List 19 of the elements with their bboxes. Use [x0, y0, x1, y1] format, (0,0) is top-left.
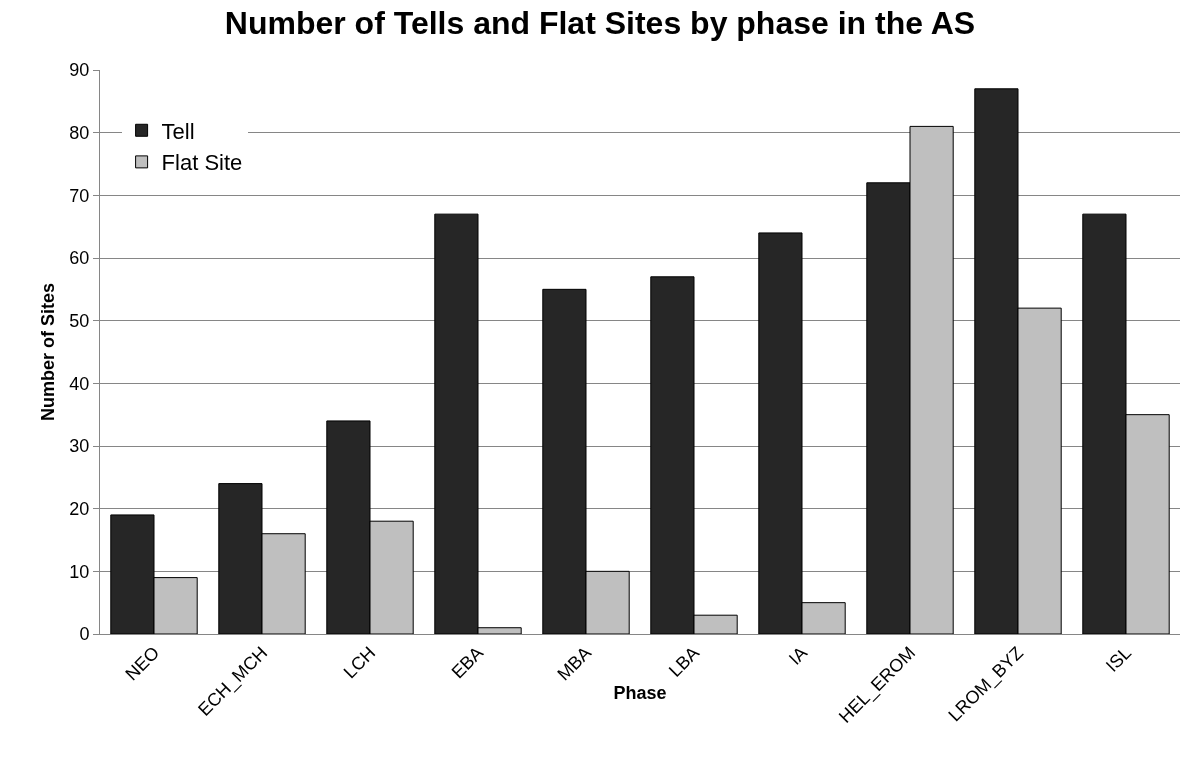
y-tick-label: 10 — [69, 561, 90, 582]
x-tick-label: IA — [785, 642, 812, 669]
y-tick-label: 90 — [69, 60, 90, 81]
legend-label: Flat Site — [161, 150, 243, 176]
chart-title: Number of Tells and Flat Sites by phase in the AS — [224, 4, 976, 41]
y-tick-label: 40 — [69, 373, 90, 394]
x-tick-label: ISL — [1101, 642, 1136, 676]
y-tick-label: 70 — [69, 185, 90, 206]
y-tick-label: 80 — [69, 122, 90, 143]
x-axis-title: Phase — [613, 682, 667, 703]
y-axis-title: Number of Sites — [38, 282, 58, 422]
y-tick-label: 50 — [69, 310, 90, 331]
x-tick-label: EBA — [447, 642, 488, 683]
y-tick-label: 0 — [79, 624, 90, 645]
x-tick-label: LBA — [664, 642, 704, 681]
y-tick-label: 20 — [69, 498, 90, 519]
y-tick-label: 30 — [69, 436, 90, 457]
y-tick-label: 60 — [69, 248, 90, 269]
legend-label: Tell — [161, 118, 195, 144]
